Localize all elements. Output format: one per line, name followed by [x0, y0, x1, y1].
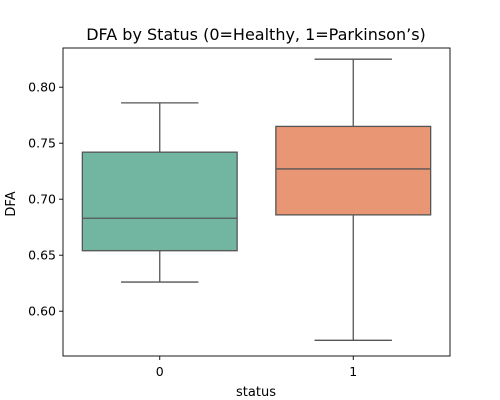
y-axis-label: DFA	[4, 191, 19, 216]
x-axis-label: status	[236, 385, 276, 400]
y-tick-label: 0.60	[28, 304, 56, 319]
x-tick-label: 1	[349, 364, 357, 379]
x-tick-label: 0	[156, 364, 164, 379]
plot-area: 0.60 0.65 0.70 0.75 0.80 0 1	[28, 47, 451, 379]
y-tick-label: 0.75	[28, 136, 56, 151]
box-iqr	[81, 151, 238, 252]
y-tick-label: 0.65	[28, 248, 56, 263]
y-tick-label: 0.70	[28, 192, 56, 207]
y-tick-label: 0.80	[28, 80, 56, 95]
chart-title: DFA by Status (0=Healthy, 1=Parkinson’s)	[86, 25, 426, 44]
box-iqr	[275, 125, 432, 216]
plot-frame	[62, 47, 451, 357]
